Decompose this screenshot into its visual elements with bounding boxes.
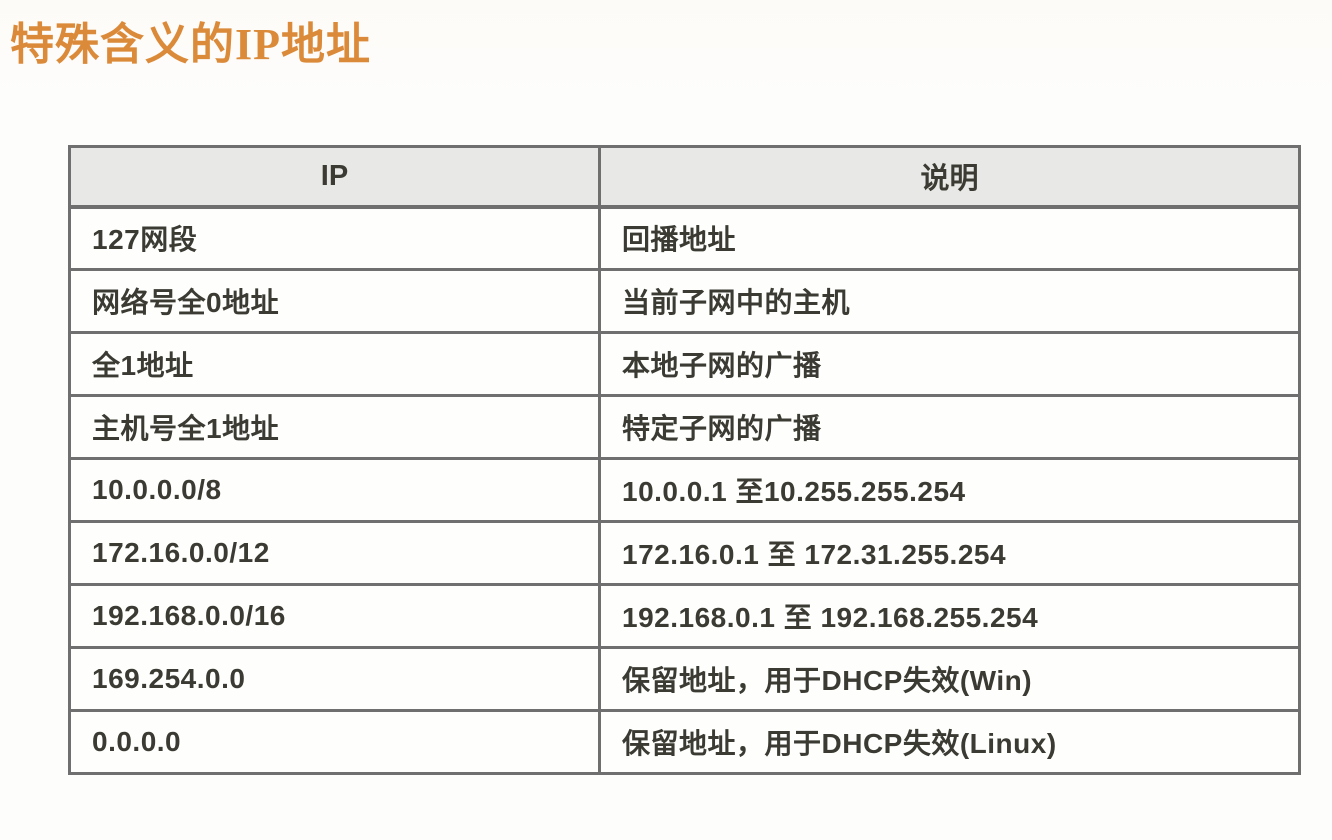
table-row: 10.0.0.0/8 10.0.0.1 至10.255.255.254 <box>68 457 1301 523</box>
cell-ip: 全1地址 <box>68 331 601 397</box>
table-row: 192.168.0.0/16 192.168.0.1 至 192.168.255… <box>68 583 1301 649</box>
table-row: 172.16.0.0/12 172.16.0.1 至 172.31.255.25… <box>68 520 1301 586</box>
table-header-row: IP 说明 <box>68 145 1301 209</box>
cell-ip: 127网段 <box>68 205 601 271</box>
cell-ip: 192.168.0.0/16 <box>68 583 601 649</box>
cell-description: 回播地址 <box>598 205 1301 271</box>
cell-description: 当前子网中的主机 <box>598 268 1301 334</box>
table-row: 169.254.0.0 保留地址，用于DHCP失效(Win) <box>68 646 1301 712</box>
cell-ip: 169.254.0.0 <box>68 646 601 712</box>
column-header-ip: IP <box>68 145 601 209</box>
cell-ip: 0.0.0.0 <box>68 709 601 775</box>
table-row: 0.0.0.0 保留地址，用于DHCP失效(Linux) <box>68 709 1301 775</box>
cell-description: 192.168.0.1 至 192.168.255.254 <box>598 583 1301 649</box>
table-row: 主机号全1地址 特定子网的广播 <box>68 394 1301 460</box>
cell-description: 保留地址，用于DHCP失效(Win) <box>598 646 1301 712</box>
cell-ip: 10.0.0.0/8 <box>68 457 601 523</box>
column-header-description: 说明 <box>598 145 1301 209</box>
cell-description: 保留地址，用于DHCP失效(Linux) <box>598 709 1301 775</box>
cell-description: 172.16.0.1 至 172.31.255.254 <box>598 520 1301 586</box>
cell-ip: 172.16.0.0/12 <box>68 520 601 586</box>
special-ip-table: IP 说明 127网段 回播地址 网络号全0地址 当前子网中的主机 全1地址 本… <box>68 145 1301 775</box>
cell-description: 10.0.0.1 至10.255.255.254 <box>598 457 1301 523</box>
table-row: 127网段 回播地址 <box>68 205 1301 271</box>
cell-description: 本地子网的广播 <box>598 331 1301 397</box>
table-row: 全1地址 本地子网的广播 <box>68 331 1301 397</box>
cell-ip: 网络号全0地址 <box>68 268 601 334</box>
cell-ip: 主机号全1地址 <box>68 394 601 460</box>
table-row: 网络号全0地址 当前子网中的主机 <box>68 268 1301 334</box>
page-title: 特殊含义的IP地址 <box>10 20 371 69</box>
cell-description: 特定子网的广播 <box>598 394 1301 460</box>
